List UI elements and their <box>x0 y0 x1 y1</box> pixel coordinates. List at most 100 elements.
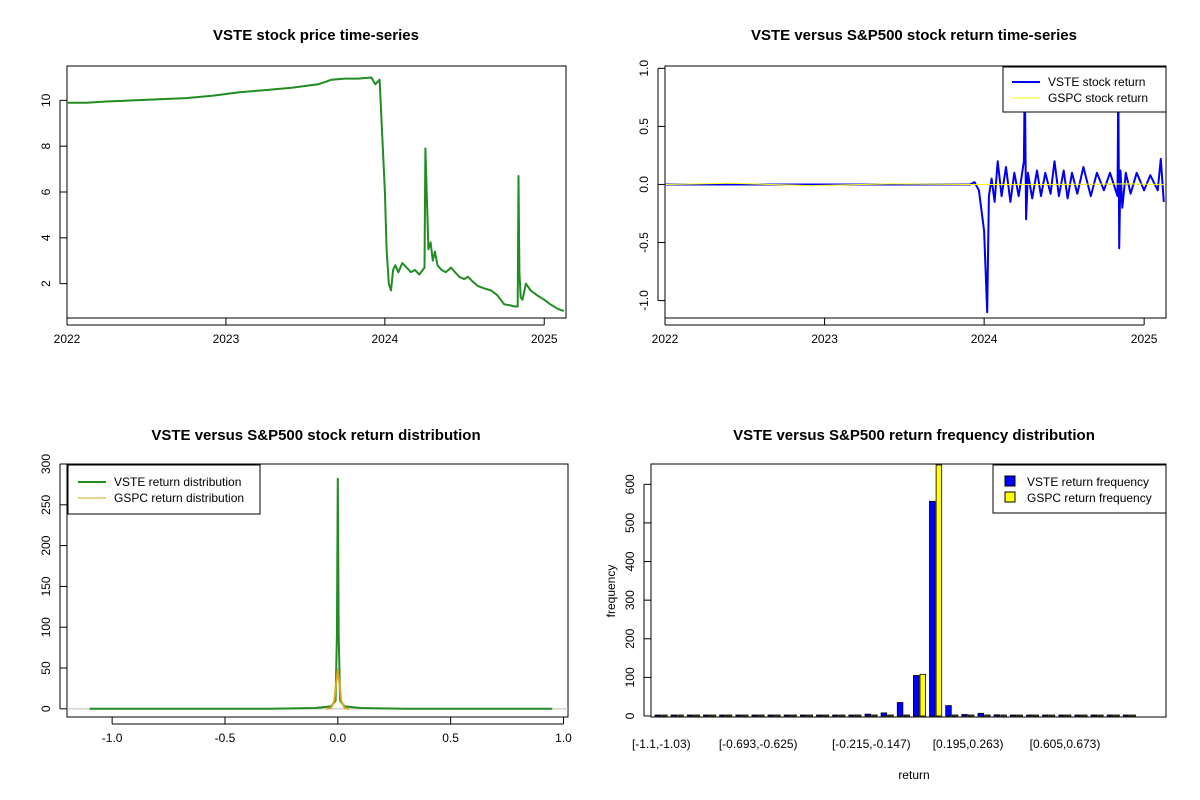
price-timeseries-marks <box>67 76 565 313</box>
return-y-tick-label: -1.0 <box>637 290 651 311</box>
frequency-y-tick-label: 600 <box>623 474 637 494</box>
vste-frequency-bar <box>816 714 823 717</box>
distribution-legend: VSTE return distribution GSPC return dis… <box>67 464 261 515</box>
gspc-frequency-bar <box>661 714 668 717</box>
legend-box <box>67 464 261 515</box>
price-timeseries-x-axis: 2022 2023 2024 2025 <box>54 318 558 346</box>
return-timeseries-title: VSTE versus S&P500 stock return time-ser… <box>751 27 1077 44</box>
vste-frequency-bar <box>654 714 661 717</box>
gspc-frequency-bar <box>919 673 926 717</box>
gspc-frequency-bar <box>742 714 749 717</box>
legend-label-vste-frequency: VSTE return frequency <box>1027 475 1149 489</box>
gspc-frequency-bar <box>1081 714 1088 717</box>
vste-frequency-bar <box>1122 714 1130 717</box>
vste-frequency-bar <box>1042 714 1049 717</box>
vste-return-distribution-line <box>89 477 553 710</box>
distribution-y-tick-label: 50 <box>39 661 53 675</box>
price-timeseries-title: VSTE stock price time-series <box>213 27 419 44</box>
vste-frequency-bar <box>783 714 791 717</box>
gspc-frequency-bar <box>871 714 878 717</box>
frequency-distribution-panel: VSTE versus S&P500 return frequency dist… <box>604 427 1167 782</box>
frequency-y-tick-label: 500 <box>623 513 637 533</box>
return-timeseries-y-axis: -1.0 -0.5 0.0 0.5 1.0 <box>637 60 665 311</box>
frequency-x-tick-label: [-0.693,-0.625) <box>719 737 798 751</box>
return-timeseries-plot-box <box>664 65 1167 319</box>
distribution-x-tick-label: -1.0 <box>102 731 123 745</box>
vste-frequency-bar <box>1026 714 1033 717</box>
vste-frequency-bar <box>977 712 984 717</box>
price-y-tick-label: 6 <box>39 188 53 195</box>
distribution-x-tick-label: 0.5 <box>442 731 459 745</box>
gspc-frequency-bar <box>951 714 959 717</box>
gspc-frequency-bar <box>1000 714 1007 717</box>
return-distribution-panel: VSTE versus S&P500 stock return distribu… <box>39 427 572 745</box>
vste-frequency-bar <box>880 712 888 717</box>
frequency-y-tick-label: 300 <box>623 590 637 610</box>
vste-stock-return-line <box>665 73 1165 314</box>
price-y-tick-label: 10 <box>39 93 53 107</box>
distribution-x-tick-label: 0.0 <box>329 731 346 745</box>
gspc-return-distribution-line <box>326 668 350 710</box>
gspc-frequency-bar <box>855 714 862 717</box>
gspc-stock-return-line <box>665 182 1164 187</box>
price-x-tick-label: 2023 <box>213 332 240 346</box>
return-y-tick-label: 0.0 <box>637 176 651 193</box>
legend-box <box>992 464 1167 514</box>
vste-frequency-bar <box>848 714 855 717</box>
vste-frequency-bar <box>896 702 904 717</box>
frequency-legend: VSTE return frequency GSPC return freque… <box>992 464 1167 514</box>
vste-frequency-bar <box>929 500 936 717</box>
return-distribution-plot-box <box>66 463 569 718</box>
price-timeseries-panel: VSTE stock price time-series 2022 2023 2… <box>39 27 567 346</box>
price-x-tick-label: 2025 <box>531 332 558 346</box>
vste-frequency-bar <box>945 705 952 717</box>
frequency-x-tick-label: [-1.1,-1.03) <box>632 737 691 751</box>
frequency-y-tick-label: 0 <box>623 712 637 719</box>
vste-frequency-bar <box>767 714 774 717</box>
vste-frequency-bar <box>735 714 742 717</box>
gspc-frequency-bar <box>968 714 975 717</box>
gspc-frequency-bar <box>1048 714 1056 717</box>
gspc-frequency-bar <box>1016 714 1023 717</box>
frequency-distribution-title: VSTE versus S&P500 return frequency dist… <box>733 427 1095 444</box>
vste-frequency-bar <box>670 714 678 717</box>
distribution-x-tick-label: 1.0 <box>555 731 572 745</box>
gspc-frequency-bar <box>935 464 943 717</box>
gspc-frequency-bar <box>790 714 797 717</box>
return-timeseries-marks <box>665 73 1166 314</box>
vste-frequency-bar <box>864 713 871 717</box>
gspc-frequency-bar <box>725 714 733 717</box>
return-timeseries-x-axis: 2022 2023 2024 2025 <box>652 318 1158 346</box>
frequency-x-tick-label: [0.605,0.673) <box>1030 737 1101 751</box>
legend-label-vste-return: VSTE stock return <box>1048 75 1145 89</box>
frequency-x-axis: [-1.1,-1.03) [-0.693,-0.625) [-0.215,-0.… <box>632 737 1100 751</box>
legend-label-gspc-distribution: GSPC return distribution <box>114 491 244 505</box>
gspc-frequency-bar <box>1032 714 1039 717</box>
gspc-frequency-bar <box>903 714 910 717</box>
gspc-frequency-bar <box>984 714 991 717</box>
gspc-frequency-bar <box>1129 714 1136 717</box>
gspc-frequency-bar <box>677 714 684 717</box>
vste-frequency-bar <box>703 714 710 717</box>
frequency-y-axis-label: frequency <box>604 565 618 618</box>
return-timeseries-panel: VSTE versus S&P500 stock return time-ser… <box>637 27 1167 346</box>
gspc-frequency-bar <box>774 714 781 717</box>
distribution-y-axis: 0 50 100 150 200 250 300 <box>39 454 67 712</box>
frequency-y-tick-label: 400 <box>623 551 637 571</box>
legend-label-gspc-return: GSPC stock return <box>1048 91 1148 105</box>
price-x-tick-label: 2022 <box>54 332 81 346</box>
distribution-y-tick-label: 250 <box>39 494 53 514</box>
gspc-frequency-bar <box>709 714 717 717</box>
legend-label-gspc-frequency: GSPC return frequency <box>1027 491 1152 505</box>
return-x-tick-label: 2023 <box>811 332 838 346</box>
distribution-y-tick-label: 200 <box>39 535 53 555</box>
distribution-marks <box>67 477 568 710</box>
gspc-frequency-bar <box>693 714 700 717</box>
return-x-tick-label: 2022 <box>652 332 679 346</box>
vste-frequency-bar <box>1106 714 1114 717</box>
vste-frequency-bar <box>961 714 968 717</box>
gspc-frequency-bar <box>758 714 765 717</box>
vste-frequency-bar <box>1074 714 1081 717</box>
vste-frequency-bar <box>832 714 839 717</box>
